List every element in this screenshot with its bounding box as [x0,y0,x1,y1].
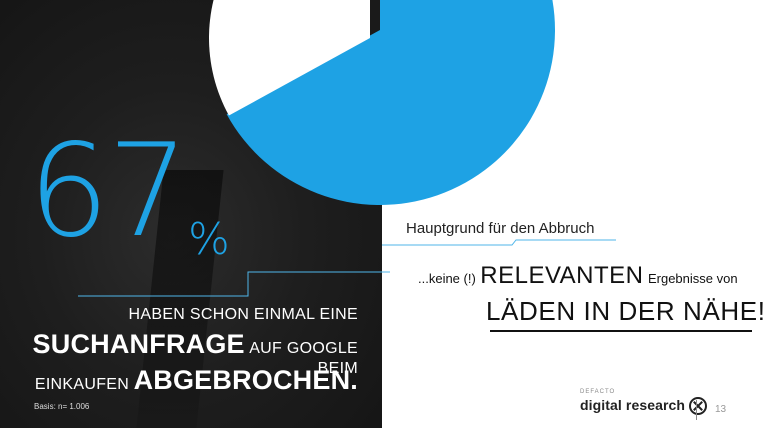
statement-line-1: HABEN SCHON EINMAL EINE [129,306,358,324]
headline-number-value: 67 [28,117,189,266]
statement-line-2: SUCHANFRAGE AUF GOOGLE BEIM [0,329,358,377]
basis-note: Basis: n= 1.006 [34,402,90,411]
logo-small-text: DEFACTO [580,389,616,395]
reason-prefix: ...keine (!) [418,271,476,286]
pie-slice-2 [209,0,370,116]
pie-slice-1 [226,0,555,205]
headline-percent: % [188,214,230,265]
reason-label: Hauptgrund für den Abbruch [406,220,595,237]
headline-number: 67 [28,128,189,256]
logo-main-text: digital research [580,397,686,413]
reason-line-2: LÄDEN IN DER NÄHE! [486,296,766,326]
pie-chart [209,0,555,205]
company-logo: DEFACTO digital research [580,389,708,415]
reason-connector-line [382,239,616,246]
statement-keyword-abgebrochen: ABGEBROCHEN. [133,365,358,395]
reason-line-1: ...keine (!) RELEVANTEN Ergebnisse von [418,262,738,290]
logo-wordmark: DEFACTO digital research [580,389,686,415]
statement-line-3-text: EINKAUFEN [34,376,130,393]
statement-line-1-text: HABEN SCHON EINMAL EINE [128,306,358,323]
logo-x-icon [689,397,708,415]
statement-keyword-suchanfrage: SUCHANFRAGE [32,329,245,359]
reason-keyword-relevanten: RELEVANTEN [480,262,644,289]
statement-connector-line [78,271,390,297]
statement-line-3: EINKAUFEN ABGEBROCHEN. [34,365,358,396]
footer-divider [696,400,697,420]
statement-line-2-text: AUF GOOGLE BEIM [249,340,358,377]
page-number: 13 [715,404,727,415]
reason-suffix: Ergebnisse von [647,271,738,286]
